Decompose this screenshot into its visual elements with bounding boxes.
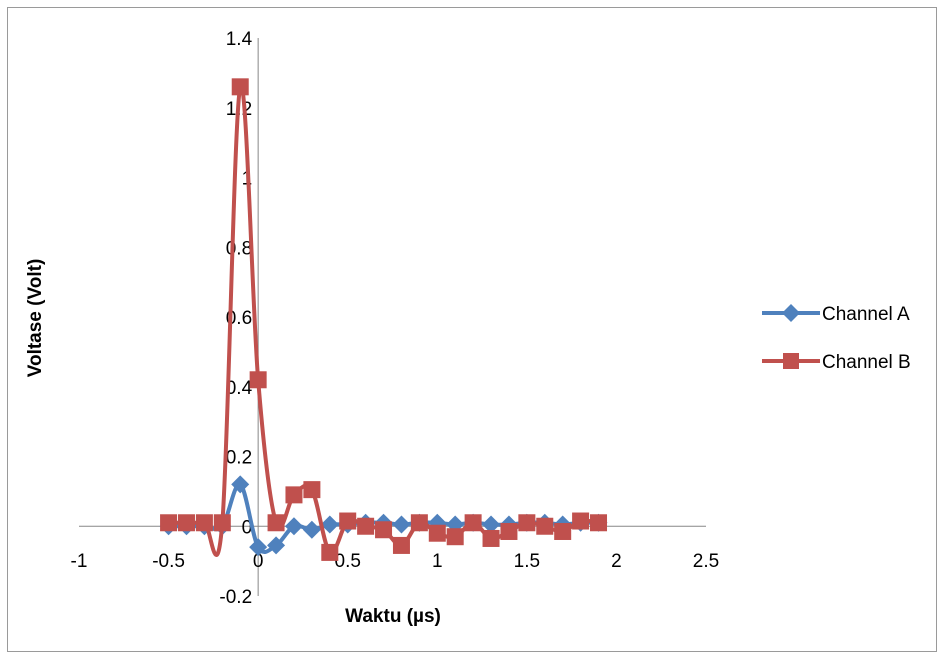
legend-item-channel-b: Channel B xyxy=(762,352,911,373)
x-tick-label: -0.5 xyxy=(152,551,185,572)
data-point-square xyxy=(500,522,518,540)
x-tick-label: 0 xyxy=(253,551,264,572)
data-point-square xyxy=(428,524,446,542)
y-tick-label: 1.4 xyxy=(226,29,253,50)
data-point-square xyxy=(249,371,267,389)
data-point-square xyxy=(590,514,608,532)
data-point-diamond xyxy=(302,520,321,539)
legend-item-channel-a: Channel A xyxy=(762,304,910,325)
x-axis-title: Waktu (µs) xyxy=(345,606,441,627)
data-point-square xyxy=(554,522,572,540)
data-point-square xyxy=(339,512,357,530)
x-tick-label: -1 xyxy=(71,551,88,572)
data-point-diamond xyxy=(231,475,250,494)
data-point-square xyxy=(392,536,410,554)
y-tick-label: 0.4 xyxy=(226,378,253,399)
data-point-square xyxy=(357,517,375,535)
data-point-square xyxy=(231,78,249,96)
data-point-square xyxy=(572,512,590,530)
voltage-time-chart: -1 -0.5 0 0.5 1 1.5 2 2.5-0.200.20.40.60.811.21… xyxy=(25,29,911,627)
legend-label-channel-a: Channel A xyxy=(822,304,910,325)
data-point-square xyxy=(267,514,285,532)
legend-marker-diamond xyxy=(782,304,800,322)
data-point-square xyxy=(464,514,482,532)
data-point-square xyxy=(303,481,321,499)
data-point-square xyxy=(518,514,536,532)
data-point-square xyxy=(160,514,178,532)
data-point-diamond xyxy=(267,536,286,555)
data-point-square xyxy=(482,529,500,547)
data-point-diamond xyxy=(392,515,411,534)
data-point-square xyxy=(446,528,464,546)
chart-frame: -1 -0.5 0 0.5 1 1.5 2 2.5 -0.2 0 0.2 0.4 0.6 0.8 1 1.2 1… xyxy=(7,7,937,652)
data-point-square xyxy=(410,514,428,532)
legend-label-channel-b: Channel B xyxy=(822,352,911,373)
legend-marker-square xyxy=(783,353,799,369)
x-tick-label: 2 xyxy=(611,551,622,572)
labels-layer: Waktu (µs) Voltase (Volt) xyxy=(25,259,441,627)
x-tick-label: 1 xyxy=(432,551,443,572)
x-tick-label: 1.5 xyxy=(514,551,540,572)
series-layer xyxy=(159,78,608,561)
data-point-diamond xyxy=(320,515,339,534)
data-point-diamond xyxy=(482,515,501,534)
y-axis-title: Voltase (Volt) xyxy=(25,259,46,378)
y-tick-label: 0 xyxy=(242,517,253,538)
x-tick-label: 2.5 xyxy=(693,551,719,572)
x-tick-label: 0.5 xyxy=(335,551,361,572)
series-channel-b xyxy=(160,78,608,561)
data-point-diamond xyxy=(249,538,268,557)
data-point-square xyxy=(321,543,339,561)
y-tick-label: 0.2 xyxy=(226,448,252,469)
y-tick-label: -0.2 xyxy=(219,587,252,608)
data-point-square xyxy=(213,514,231,532)
data-point-square xyxy=(285,486,303,504)
data-point-square xyxy=(536,517,554,535)
y-tick-label: 0.8 xyxy=(226,238,252,259)
data-point-square xyxy=(375,521,393,539)
data-point-square xyxy=(177,514,195,532)
data-point-diamond xyxy=(284,517,303,536)
data-point-square xyxy=(195,514,213,532)
legend: Channel A Channel B xyxy=(762,304,911,373)
